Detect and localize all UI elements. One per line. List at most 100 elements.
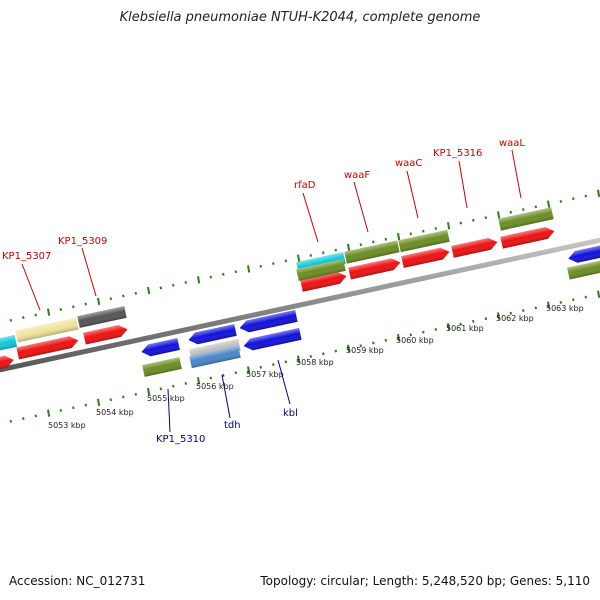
gene-feature-shading [0, 335, 18, 351]
upper-scale-minor-tick [572, 197, 575, 201]
lower-scale-minor-tick [534, 306, 538, 310]
gene-label-kbl[interactable]: kbl [283, 408, 298, 419]
tick-label-5057: 5057 kbp [246, 370, 284, 379]
lower-scale-major-tick [397, 333, 401, 342]
olive-gene-feature[interactable] [398, 229, 450, 253]
lower-scale-major-tick [597, 290, 600, 298]
upper-scale-minor-tick [234, 270, 238, 274]
steel-blue-gene-feature[interactable] [189, 345, 241, 369]
red-gene-feature[interactable] [300, 270, 347, 292]
gene-label-kp1-5307[interactable]: KP1_5307 [2, 251, 51, 262]
tick-label-5056: 5056 kbp [196, 382, 234, 391]
upper-scale-minor-tick [272, 262, 275, 266]
red-gene-feature[interactable] [500, 225, 555, 249]
blue-gene-feature[interactable] [242, 328, 302, 352]
red-gene-feature[interactable] [451, 236, 498, 258]
gene-feature-shading [77, 306, 127, 328]
genome-summary-text: Topology: circular; Length: 5,248,520 bp… [260, 574, 590, 588]
gene-label-waac[interactable]: waaC [395, 158, 422, 169]
upper-scale-minor-tick [9, 318, 13, 322]
gene-feature-shading [296, 259, 346, 281]
red-gene-feature[interactable] [0, 354, 15, 370]
upper-scale-minor-tick [359, 243, 363, 247]
olive-gene-feature[interactable] [498, 207, 554, 231]
label-leader-line [81, 247, 97, 297]
lower-scale-minor-tick [322, 352, 325, 356]
red-gene-feature[interactable] [348, 257, 401, 280]
upper-scale-minor-tick [222, 272, 225, 276]
upper-scale-minor-tick [184, 281, 188, 284]
gene-feature-shading [243, 328, 302, 351]
lower-scale-minor-tick [559, 300, 563, 304]
upper-scale-major-tick [447, 222, 451, 230]
khaki-gene-feature[interactable] [15, 317, 79, 343]
blue-gene-feature[interactable] [567, 245, 600, 265]
dark-gray-gene-feature[interactable] [77, 306, 127, 328]
upper-scale-minor-tick [84, 302, 88, 306]
lower-scale-major-tick [197, 377, 201, 385]
gene-label-kp1-5309[interactable]: KP1_5309 [58, 236, 107, 247]
gene-feature-shading [16, 336, 79, 360]
upper-scale-major-tick [147, 286, 151, 295]
gene-label-kp1-5310[interactable]: KP1_5310 [156, 434, 205, 445]
olive-gene-feature[interactable] [296, 259, 346, 281]
gene-feature-shading [500, 227, 555, 249]
gene-label-waaf[interactable]: waaF [344, 170, 370, 181]
lower-scale-minor-tick [572, 298, 575, 302]
lower-scale-minor-tick [34, 414, 38, 418]
lower-scale-minor-tick [522, 309, 525, 312]
lower-scale-minor-tick [109, 398, 113, 402]
lower-scale-minor-tick [584, 295, 588, 299]
tick-label-5063: 5063 kbp [546, 304, 584, 313]
upper-scale-minor-tick [284, 259, 288, 263]
upper-scale-minor-tick [59, 308, 63, 311]
gene-label-kp1-5316[interactable]: KP1_5316 [433, 148, 482, 159]
red-gene-feature[interactable] [16, 335, 79, 360]
upper-scale-minor-tick [472, 218, 475, 222]
gene-feature-shading [398, 229, 450, 253]
upper-scale-minor-tick [22, 316, 25, 320]
gene-features [0, 207, 600, 377]
upper-scale-minor-tick [159, 286, 163, 290]
upper-scale-minor-tick [259, 264, 263, 268]
olive-gene-feature[interactable] [567, 260, 600, 280]
blue-gene-feature[interactable] [140, 338, 180, 358]
lower-scale-minor-tick [184, 382, 188, 385]
olive-gene-feature[interactable] [344, 240, 400, 264]
cyan-gene-feature[interactable] [0, 335, 18, 351]
gene-feature-shading [401, 247, 450, 268]
upper-scale-minor-tick [422, 229, 425, 233]
upper-scale-minor-tick [372, 240, 375, 244]
upper-scale-minor-tick [584, 194, 588, 198]
lower-scale-minor-tick [209, 376, 213, 380]
label-leader-line [353, 181, 369, 233]
red-gene-feature[interactable] [401, 246, 450, 268]
tick-label-5055: 5055 kbp [147, 394, 185, 403]
accession-text: Accession: NC_012731 [9, 574, 146, 588]
label-leader-line [21, 263, 41, 311]
lower-scale-minor-tick [309, 355, 313, 358]
gene-label-rfad[interactable]: rfaD [294, 180, 316, 191]
tick-label-5059: 5059 kbp [346, 346, 384, 355]
gene-feature-shading [0, 355, 14, 370]
gene-label-tdh[interactable]: tdh [224, 420, 241, 431]
blue-gene-feature[interactable] [187, 324, 237, 346]
olive-gene-feature[interactable] [142, 357, 182, 377]
lower-scale-minor-tick [284, 360, 288, 364]
lower-scale-minor-tick [509, 311, 513, 315]
lower-scale-minor-tick [72, 406, 75, 410]
gene-feature-shading [451, 237, 498, 258]
label-leader-line [277, 359, 291, 405]
gene-feature-shading [498, 207, 554, 231]
lower-scale-minor-tick [484, 317, 488, 321]
gene-feature-shading [567, 260, 600, 280]
genome-backbone [0, 237, 600, 373]
gene-label-waal[interactable]: waaL [499, 138, 525, 149]
tick-label-5058: 5058 kbp [296, 358, 334, 367]
red-gene-feature[interactable] [83, 323, 129, 345]
lower-scale-major-tick [497, 312, 501, 320]
tick-label-5053: 5053 kbp [48, 421, 86, 430]
blue-gene-feature[interactable] [238, 310, 298, 334]
upper-scale-minor-tick [509, 210, 513, 214]
